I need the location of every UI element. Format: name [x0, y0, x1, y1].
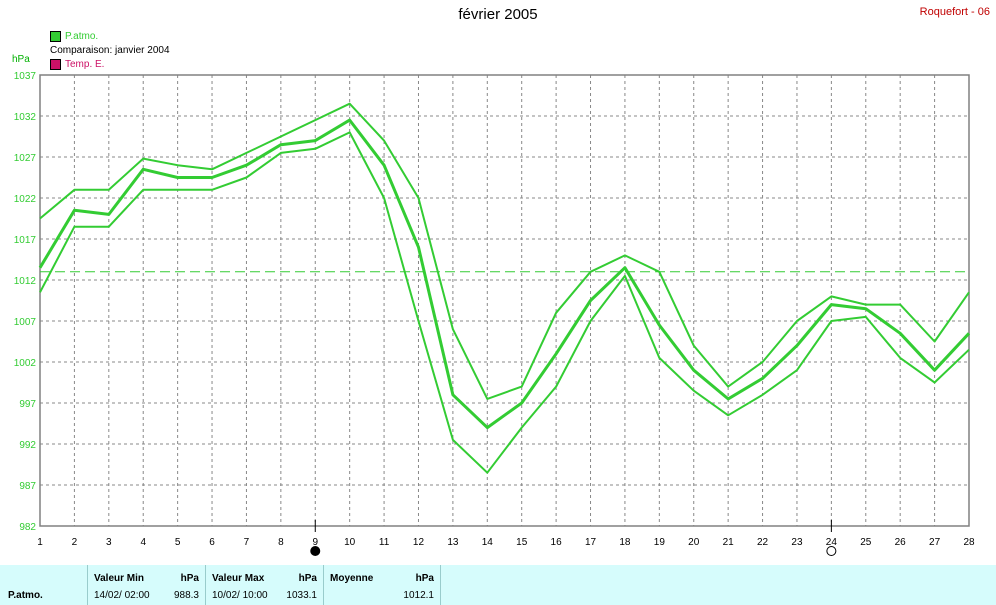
x-tick-label: 8 [278, 537, 284, 548]
stats-max-date: 10/02/ 10:00 [212, 590, 268, 601]
x-tick-label: 16 [551, 537, 563, 548]
y-tick-label: 992 [19, 440, 36, 451]
x-tick-label: 3 [106, 537, 112, 548]
x-tick-label: 13 [447, 537, 459, 548]
series-line-2 [39, 131, 970, 474]
x-tick-label: 27 [929, 537, 941, 548]
legend-item-temp: Temp. E. [50, 59, 104, 70]
x-tick-label: 12 [413, 537, 425, 548]
legend-swatch-patmo [50, 31, 61, 42]
legend-label-patmo: P.atmo. [65, 31, 99, 42]
y-tick-label: 1027 [14, 153, 37, 164]
y-tick-label: 987 [19, 481, 36, 492]
stats-min-date: 14/02/ 02:00 [94, 590, 150, 601]
y-tick-label: 1037 [14, 71, 37, 82]
stats-row-label: P.atmo. [8, 590, 43, 601]
y-tick-label: 997 [19, 399, 36, 410]
x-tick-label: 10 [344, 537, 356, 548]
x-tick-label: 25 [860, 537, 872, 548]
series-line-1 [38, 118, 971, 430]
x-tick-label: 24 [826, 537, 838, 548]
x-tick-label: 15 [516, 537, 528, 548]
y-tick-label: 1032 [14, 112, 37, 123]
x-tick-label: 21 [723, 537, 735, 548]
x-tick-label: 2 [72, 537, 78, 548]
x-tick-label: 22 [757, 537, 769, 548]
stats-min-unit: hPa [180, 573, 199, 584]
y-tick-label: 1002 [14, 358, 37, 369]
stats-min-value: 988.3 [173, 590, 199, 601]
open-circle-marker [826, 546, 837, 556]
x-tick-label: 26 [895, 537, 907, 548]
legend-label-temp: Temp. E. [65, 59, 105, 70]
stats-avg-value: 1012.1 [403, 590, 434, 601]
series-line-0 [39, 102, 970, 400]
stats-panel: P.atmo. Valeur Min hPa 14/02/ 02:00 988.… [0, 565, 996, 605]
x-tick-label: 6 [209, 537, 215, 548]
stats-avg-header: Moyenne [330, 573, 374, 584]
stats-max-cell: Valeur Max hPa 10/02/ 10:00 1033.1 [205, 565, 323, 605]
legend-item-comparison: Comparaison: janvier 2004 [50, 45, 170, 56]
pressure-chart: 9829879929971002100710121017102210271032… [14, 71, 975, 556]
stats-max-value: 1033.1 [286, 590, 317, 601]
x-tick-label: 19 [654, 537, 666, 548]
y-tick-label: 1012 [14, 276, 37, 287]
x-tick-label: 1 [37, 537, 43, 548]
x-tick-label: 23 [791, 537, 803, 548]
legend-label-comparison: Comparaison: janvier 2004 [50, 45, 170, 56]
x-tick-label: 14 [482, 537, 494, 548]
stats-avg-unit: hPa [415, 573, 434, 584]
x-tick-label: 20 [688, 537, 700, 548]
stats-min-header: Valeur Min [94, 573, 145, 584]
y-tick-label: 1022 [14, 194, 37, 205]
plot-frame [39, 74, 970, 527]
station-name: Roquefort - 06 [919, 6, 990, 18]
chart-title: février 2005 [458, 6, 538, 23]
filled-circle-marker [310, 546, 321, 556]
x-tick-label: 7 [244, 537, 250, 548]
legend-swatch-temp [50, 59, 61, 70]
y-tick-label: 982 [19, 522, 36, 533]
x-tick-label: 11 [379, 537, 390, 548]
x-tick-label: 28 [963, 537, 975, 548]
stats-min-cell: Valeur Min hPa 14/02/ 02:00 988.3 [87, 565, 205, 605]
y-tick-label: 1017 [14, 235, 37, 246]
x-tick-label: 18 [619, 537, 631, 548]
x-tick-label: 17 [585, 537, 597, 548]
stats-max-header: Valeur Max [212, 573, 265, 584]
stats-max-unit: hPa [298, 573, 317, 584]
stats-avg-cell: Moyenne hPa 1012.1 [323, 565, 441, 605]
y-tick-label: 1007 [14, 317, 37, 328]
x-tick-label: 4 [140, 537, 146, 548]
x-tick-label: 5 [175, 537, 181, 548]
x-tick-label: 9 [312, 537, 318, 548]
legend-item-patmo: P.atmo. [50, 31, 98, 42]
y-axis-unit: hPa [12, 54, 30, 65]
